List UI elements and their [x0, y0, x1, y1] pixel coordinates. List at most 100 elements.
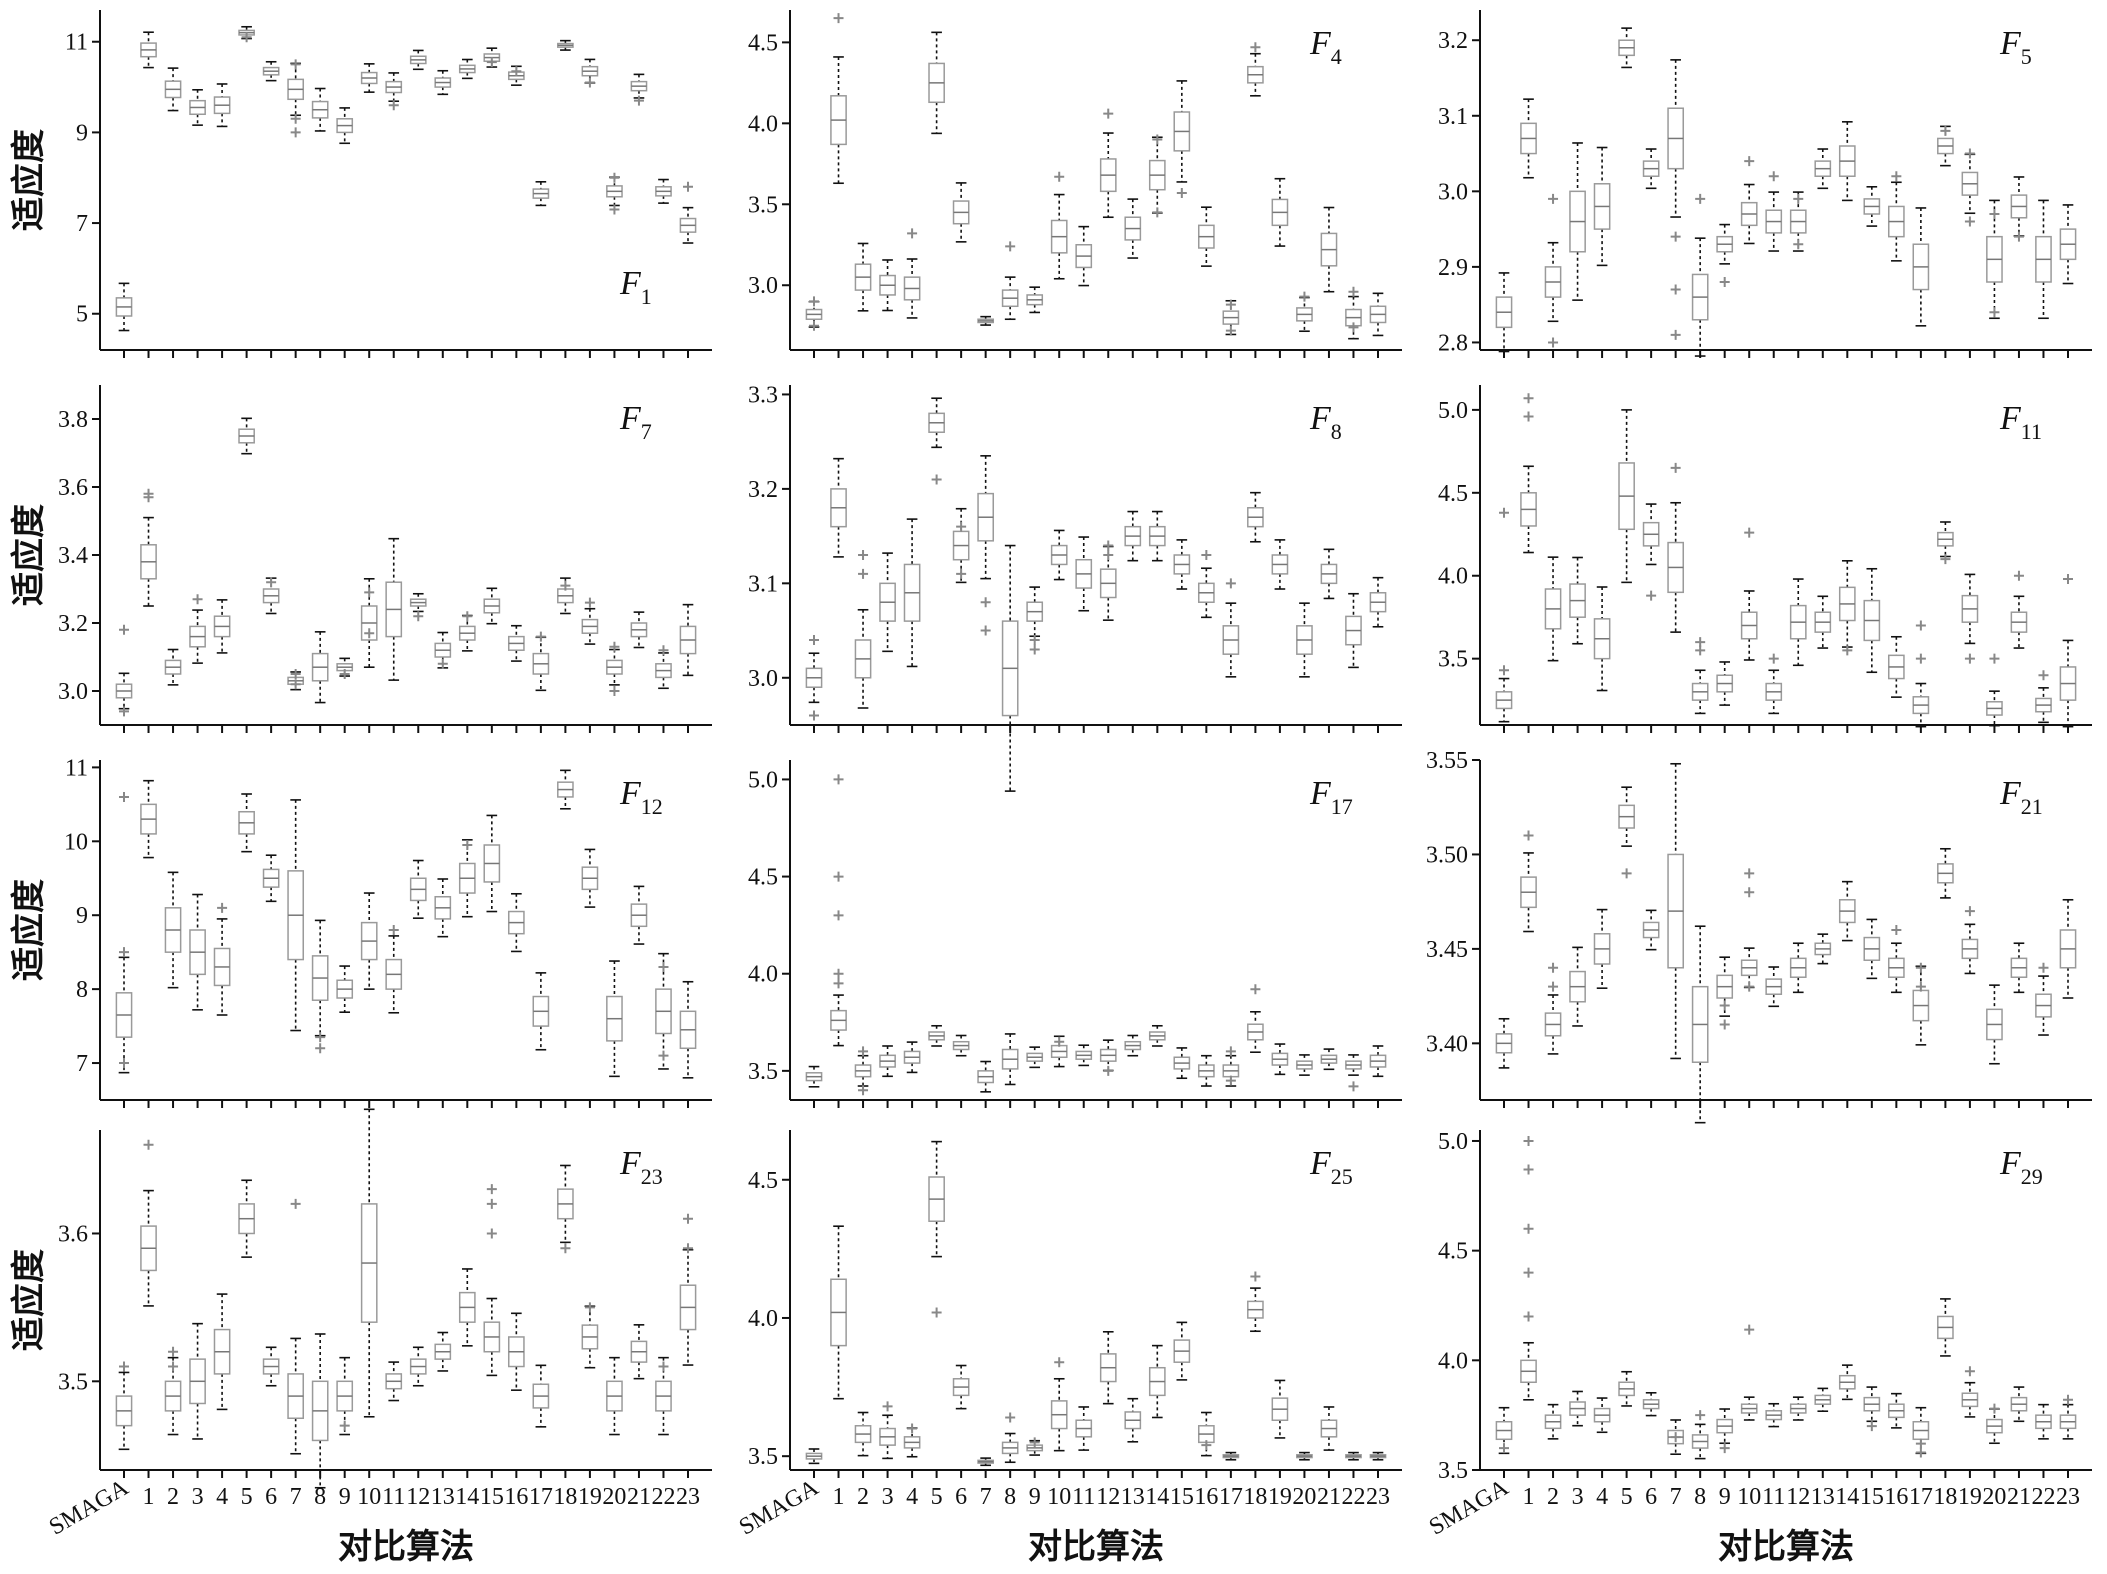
outlier-marker	[1103, 1065, 1114, 1076]
y-axis-title: 适应度	[9, 1249, 49, 1351]
outlier-marker	[266, 577, 277, 588]
outlier-marker	[584, 77, 595, 88]
y-tick-label: 3.50	[1426, 842, 1468, 868]
y-tick-label: 4.5	[1438, 1239, 1468, 1265]
outlier-marker	[1940, 554, 1951, 565]
outlier-marker	[2038, 962, 2049, 973]
x-tick-label: 5	[1621, 1484, 1633, 1510]
outlier-marker	[2038, 670, 2049, 681]
panel-title: F17	[1309, 775, 1353, 819]
y-tick-label: 3.1	[1438, 104, 1468, 130]
y-tick-label: 4.5	[748, 30, 778, 56]
outlier-marker	[809, 320, 819, 331]
outlier-marker	[1670, 231, 1681, 242]
panel-title: F25	[1309, 1145, 1353, 1189]
y-tick-label: 3.2	[1438, 28, 1468, 54]
outlier-marker	[1348, 286, 1359, 297]
outlier-marker	[1842, 645, 1853, 656]
outlier-marker	[1225, 325, 1236, 336]
panel-title: F7	[619, 400, 652, 444]
outlier-marker	[931, 1307, 942, 1318]
y-tick-label: 2.8	[1438, 330, 1468, 356]
outlier-marker	[1523, 1223, 1534, 1234]
x-tick-label: 2	[1547, 1484, 1559, 1510]
outlier-marker	[143, 488, 154, 499]
x-tick-label: 4	[216, 1484, 228, 1510]
x-tick-label: 19	[578, 1484, 602, 1510]
outlier-marker	[119, 624, 129, 635]
x-axis-title: 对比算法	[1028, 1527, 1164, 1567]
outlier-marker	[956, 521, 967, 532]
outlier-marker	[290, 113, 301, 124]
x-tick-label: 1	[833, 1484, 845, 1510]
outlier-marker	[1054, 171, 1065, 182]
outlier-marker	[413, 611, 424, 622]
outlier-marker	[956, 568, 967, 579]
outlier-marker	[192, 594, 203, 605]
y-tick-label: 2.9	[1438, 255, 1468, 281]
x-tick-label: 16	[1884, 1484, 1908, 1510]
x-tick-label: 18	[1243, 1484, 1267, 1510]
x-tick-label: 10	[1737, 1484, 1761, 1510]
outlier-marker	[1250, 984, 1261, 995]
outlier-marker	[980, 597, 991, 608]
x-tick-label: 22	[2031, 1484, 2055, 1510]
outlier-marker	[609, 204, 620, 215]
x-tick-label: 6	[955, 1484, 967, 1510]
x-tick-label: 23	[676, 1484, 700, 1510]
outlier-marker	[1964, 148, 1975, 159]
outlier-marker	[584, 1302, 595, 1313]
outlier-marker	[1744, 981, 1755, 992]
outlier-marker	[2063, 1394, 2073, 1405]
x-tick-label: 11	[382, 1484, 405, 1510]
outlier-marker	[1964, 906, 1975, 917]
outlier-marker	[1225, 1046, 1236, 1057]
x-tick-label: 9	[1719, 1484, 1731, 1510]
x-tick-label: 14	[455, 1484, 479, 1510]
outlier-marker	[511, 66, 522, 77]
x-tick-label: 15	[480, 1484, 504, 1510]
outlier-marker	[1670, 284, 1681, 295]
outlier-marker	[1719, 1443, 1730, 1454]
y-tick-label: 3.40	[1426, 1031, 1468, 1057]
y-tick-label: 4.0	[1438, 564, 1468, 590]
x-tick-label: 19	[1958, 1484, 1982, 1510]
outlier-marker	[290, 679, 301, 690]
outlier-marker	[143, 1139, 154, 1150]
outlier-marker	[833, 968, 844, 979]
outlier-marker	[462, 840, 473, 850]
outlier-marker	[1548, 193, 1559, 204]
outlier-marker	[683, 181, 693, 192]
x-tick-label: 13	[1121, 1484, 1145, 1510]
y-tick-label: 3.0	[748, 666, 778, 692]
x-tick-label: 8	[1694, 1484, 1706, 1510]
outlier-marker	[1670, 329, 1681, 340]
y-tick-label: 3.1	[748, 571, 778, 597]
outlier-marker	[833, 871, 844, 882]
outlier-marker	[1768, 653, 1779, 664]
x-tick-label: 21	[627, 1484, 651, 1510]
panel-title: F21	[1999, 775, 2043, 819]
y-tick-label: 3.2	[58, 611, 88, 637]
outlier-marker	[1866, 1421, 1877, 1432]
x-tick-label: SMAGA	[735, 1474, 824, 1540]
outlier-marker	[931, 474, 942, 485]
y-tick-label: 3.3	[748, 382, 778, 408]
outlier-marker	[1989, 209, 2000, 219]
x-tick-label: 22	[1341, 1484, 1365, 1510]
outlier-marker	[315, 1043, 326, 1054]
outlier-marker	[486, 1184, 497, 1195]
outlier-marker	[1768, 171, 1779, 182]
outlier-marker	[1719, 1019, 1730, 1030]
x-tick-label: 14	[1835, 1484, 1859, 1510]
outlier-marker	[1915, 620, 1926, 631]
y-tick-label: 9	[76, 903, 88, 929]
outlier-marker	[858, 550, 869, 560]
outlier-marker	[1348, 322, 1359, 333]
x-tick-label: 11	[1762, 1484, 1785, 1510]
x-tick-label: 21	[1317, 1484, 1341, 1510]
outlier-marker	[683, 1213, 693, 1224]
y-axis-title: 适应度	[9, 129, 49, 231]
y-axis-title: 适应度	[9, 504, 49, 606]
